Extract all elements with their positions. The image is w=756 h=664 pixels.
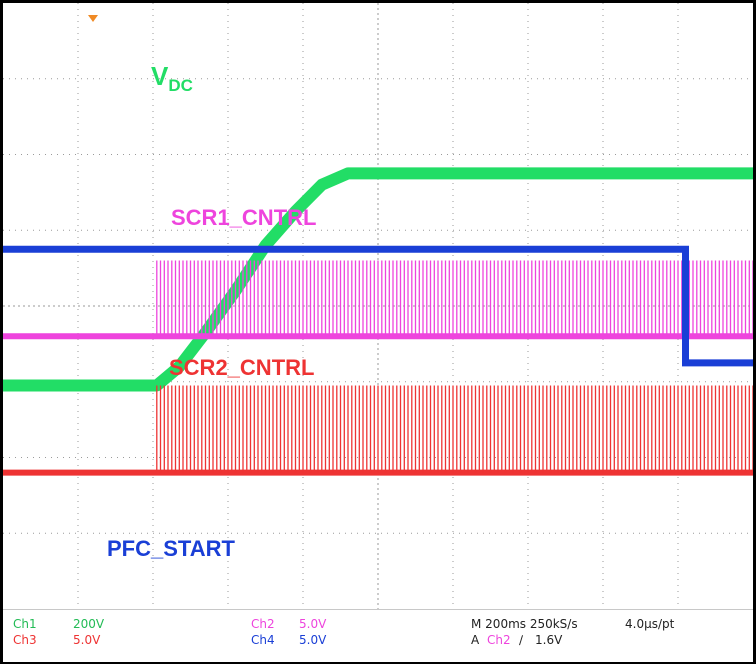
- trigger-position-marker: [88, 15, 98, 22]
- ch2-scale: 5.0V: [299, 617, 327, 631]
- trigger-slope-icon: ∕: [519, 633, 524, 647]
- trigger-mode: A: [471, 633, 480, 647]
- vdc-label-main: V: [151, 61, 169, 91]
- ch1-name: Ch1: [13, 617, 37, 631]
- ch4-scale: 5.0V: [299, 633, 327, 647]
- ch4-name: Ch4: [251, 633, 275, 647]
- timebase-readout: M 200ms 250kS/s: [471, 617, 578, 631]
- waveform-traces: [3, 167, 753, 476]
- record-length-readout: 4.0µs/pt: [625, 617, 675, 631]
- ch2-name: Ch2: [251, 617, 275, 631]
- trace-pfc-start: [3, 245, 753, 367]
- vdc-label-subscript: DC: [168, 76, 193, 95]
- graticule: [3, 3, 753, 609]
- trace-scr2-cntrl-pulses: [156, 385, 753, 473]
- pfc-start-label: PFC_START: [107, 536, 235, 561]
- trace-scr1-cntrl-pulses: [156, 260, 753, 337]
- ch1-scale: 200V: [73, 617, 105, 631]
- ch3-scale: 5.0V: [73, 633, 101, 647]
- vdc-label: VDC: [151, 61, 193, 95]
- scr2-label: SCR2_CNTRL: [169, 355, 314, 380]
- trigger-level: 1.6V: [535, 633, 563, 647]
- scope-readout-bar: Ch1 200V Ch3 5.0V Ch2 5.0V Ch4 5.0V M 20…: [3, 609, 753, 662]
- ch3-name: Ch3: [13, 633, 37, 647]
- waveform-plot: VDC SCR1_CNTRL SCR2_CNTRL PFC_START: [3, 3, 753, 609]
- trigger-channel: Ch2: [487, 633, 511, 647]
- scr1-label: SCR1_CNTRL: [171, 205, 316, 230]
